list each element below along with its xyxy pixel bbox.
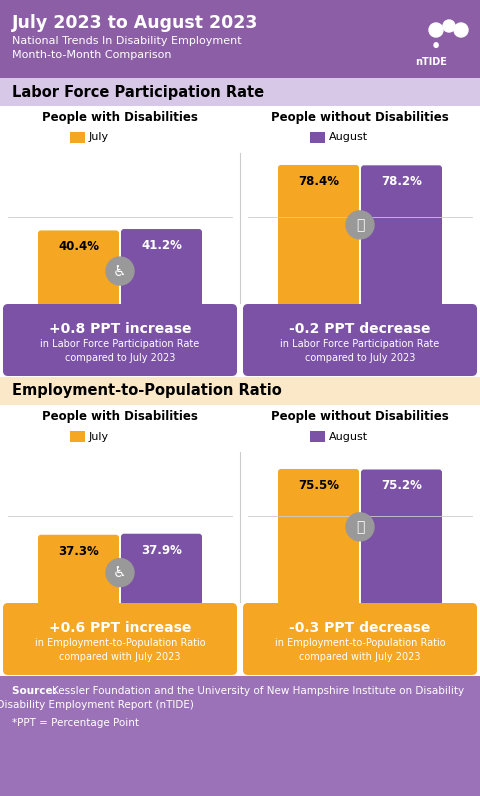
FancyBboxPatch shape [124, 267, 199, 303]
Circle shape [106, 559, 134, 587]
Text: in Employment-to-Population Ratio
compared with July 2023: in Employment-to-Population Ratio compar… [35, 638, 205, 661]
FancyBboxPatch shape [278, 165, 359, 306]
FancyBboxPatch shape [310, 431, 325, 442]
FancyBboxPatch shape [278, 469, 359, 605]
FancyBboxPatch shape [0, 0, 480, 78]
Text: August: August [329, 431, 368, 442]
FancyBboxPatch shape [41, 570, 116, 602]
FancyBboxPatch shape [3, 603, 237, 675]
Text: July: July [89, 431, 109, 442]
Text: Kessler Foundation and the University of New Hampshire Institute on Disability: Kessler Foundation and the University of… [52, 686, 464, 696]
FancyBboxPatch shape [0, 377, 480, 405]
Text: 37.9%: 37.9% [141, 544, 182, 556]
FancyBboxPatch shape [361, 470, 442, 605]
Text: -0.3 PPT decrease: -0.3 PPT decrease [289, 621, 431, 635]
FancyBboxPatch shape [364, 236, 439, 303]
FancyBboxPatch shape [38, 230, 119, 306]
FancyBboxPatch shape [41, 268, 116, 303]
Text: in Labor Force Participation Rate
compared to July 2023: in Labor Force Participation Rate compar… [280, 339, 440, 363]
Circle shape [454, 23, 468, 37]
FancyBboxPatch shape [38, 535, 119, 605]
FancyBboxPatch shape [364, 537, 439, 602]
Text: 75.5%: 75.5% [298, 479, 339, 492]
FancyBboxPatch shape [70, 431, 85, 442]
FancyBboxPatch shape [0, 676, 480, 796]
Text: Month-to-Month Comparison: Month-to-Month Comparison [12, 50, 171, 60]
FancyBboxPatch shape [121, 229, 202, 306]
Text: People with Disabilities: People with Disabilities [42, 111, 198, 124]
Text: 75.2%: 75.2% [381, 479, 422, 493]
Text: in Labor Force Participation Rate
compared to July 2023: in Labor Force Participation Rate compar… [40, 339, 200, 363]
Text: +0.6 PPT increase: +0.6 PPT increase [49, 621, 191, 635]
Text: 41.2%: 41.2% [141, 239, 182, 252]
Circle shape [106, 257, 134, 285]
Text: +0.8 PPT increase: +0.8 PPT increase [49, 322, 191, 336]
Text: Employment-to-Population Ratio: Employment-to-Population Ratio [12, 384, 282, 399]
Circle shape [346, 513, 374, 541]
Text: 40.4%: 40.4% [58, 240, 99, 253]
Text: 78.4%: 78.4% [298, 175, 339, 188]
FancyBboxPatch shape [70, 132, 85, 143]
Text: ♿: ♿ [113, 263, 127, 279]
Text: August 2023 National Trends In Disability Employment Report (nTIDE): August 2023 National Trends In Disabilit… [0, 700, 194, 710]
FancyBboxPatch shape [361, 166, 442, 306]
Text: -0.2 PPT decrease: -0.2 PPT decrease [289, 322, 431, 336]
Text: People without Disabilities: People without Disabilities [271, 111, 449, 124]
FancyBboxPatch shape [0, 78, 480, 106]
Text: Source:: Source: [12, 686, 60, 696]
Text: People with Disabilities: People with Disabilities [42, 410, 198, 423]
FancyBboxPatch shape [3, 304, 237, 376]
FancyBboxPatch shape [281, 236, 356, 303]
Text: August: August [329, 132, 368, 142]
FancyBboxPatch shape [243, 603, 477, 675]
FancyBboxPatch shape [243, 304, 477, 376]
Text: 🚶: 🚶 [356, 520, 364, 534]
Text: National Trends In Disability Employment: National Trends In Disability Employment [12, 36, 241, 46]
Text: *PPT = Percentage Point: *PPT = Percentage Point [12, 718, 139, 728]
FancyBboxPatch shape [121, 534, 202, 605]
Text: July: July [89, 132, 109, 142]
FancyBboxPatch shape [310, 132, 325, 143]
Text: in Employment-to-Population Ratio
compared with July 2023: in Employment-to-Population Ratio compar… [275, 638, 445, 661]
Text: ♿: ♿ [113, 565, 127, 580]
Text: People without Disabilities: People without Disabilities [271, 410, 449, 423]
Circle shape [346, 211, 374, 239]
Text: ⬤: ⬤ [433, 42, 439, 48]
Circle shape [443, 20, 455, 32]
FancyBboxPatch shape [281, 537, 356, 602]
Text: 🚶: 🚶 [356, 218, 364, 232]
Text: nTIDE: nTIDE [415, 57, 447, 67]
FancyBboxPatch shape [124, 569, 199, 602]
Circle shape [429, 23, 443, 37]
Text: July 2023 to August 2023: July 2023 to August 2023 [12, 14, 258, 32]
Text: 37.3%: 37.3% [58, 544, 99, 558]
Text: 78.2%: 78.2% [381, 175, 422, 189]
Text: Labor Force Participation Rate: Labor Force Participation Rate [12, 84, 264, 100]
